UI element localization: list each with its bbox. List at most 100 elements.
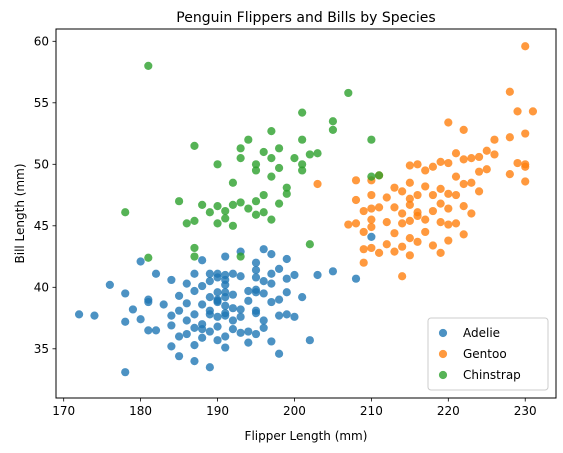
data-point — [382, 240, 391, 249]
data-point — [328, 267, 338, 276]
x-tick-label: 190 — [206, 404, 229, 418]
data-point — [128, 305, 138, 314]
data-point — [236, 328, 245, 337]
data-point — [290, 154, 299, 163]
data-point — [290, 270, 299, 280]
data-point — [444, 236, 453, 245]
data-point — [251, 160, 261, 169]
data-point — [244, 338, 253, 347]
data-point — [228, 221, 238, 230]
data-point — [236, 272, 245, 281]
data-point — [251, 306, 261, 315]
plot-frame — [55, 28, 557, 399]
data-point — [182, 329, 191, 339]
data-point — [259, 147, 268, 157]
data-point — [236, 312, 245, 321]
data-point — [451, 149, 461, 158]
data-point — [305, 240, 314, 249]
series-chinstrap — [121, 61, 384, 262]
data-point — [267, 126, 276, 136]
data-point — [213, 219, 222, 228]
data-point — [213, 160, 222, 169]
legend-marker — [438, 370, 448, 380]
x-axis-title: Flipper Length (mm) — [245, 429, 368, 443]
data-point — [298, 293, 307, 302]
data-point — [274, 264, 284, 273]
data-point — [344, 220, 353, 229]
y-axis-title: Bill Length (mm) — [13, 164, 27, 264]
data-point — [444, 204, 453, 213]
data-point — [121, 368, 130, 377]
data-point — [205, 306, 214, 315]
legend-label: Gentoo — [463, 347, 507, 361]
data-point — [436, 218, 445, 227]
data-point — [244, 135, 253, 144]
data-point — [282, 254, 291, 264]
data-point — [405, 178, 414, 187]
data-point — [467, 209, 476, 218]
data-point — [298, 166, 307, 175]
data-point — [198, 200, 207, 209]
data-point — [190, 141, 199, 150]
series-gentoo — [313, 42, 538, 281]
data-point — [398, 187, 407, 196]
data-point — [244, 296, 253, 305]
y-tick-label: 50 — [34, 157, 49, 171]
data-point — [474, 167, 484, 176]
data-point — [382, 193, 391, 202]
data-point — [236, 154, 245, 163]
data-point — [198, 256, 207, 265]
legend-marker — [438, 349, 448, 359]
data-point — [390, 203, 399, 212]
data-point — [136, 257, 145, 266]
points-layer — [74, 42, 538, 377]
data-point — [228, 290, 238, 299]
x-tick-label: 210 — [360, 404, 383, 418]
data-point — [282, 288, 291, 297]
data-point — [90, 311, 99, 320]
data-point — [74, 310, 84, 319]
data-point — [205, 327, 214, 336]
data-point — [513, 158, 522, 168]
data-point — [444, 189, 453, 198]
data-point — [428, 241, 438, 250]
data-point — [367, 204, 376, 213]
x-tick-label: 180 — [129, 404, 152, 418]
data-point — [251, 258, 261, 267]
data-point — [213, 273, 222, 282]
data-point — [198, 320, 207, 329]
data-point — [213, 336, 222, 345]
data-point — [436, 199, 445, 208]
data-point — [398, 219, 407, 228]
data-point — [359, 258, 368, 267]
data-point — [482, 165, 491, 174]
data-point — [390, 229, 399, 238]
data-point — [298, 160, 307, 169]
data-point — [205, 363, 214, 372]
data-point — [213, 297, 222, 307]
data-point — [259, 316, 268, 325]
data-point — [221, 301, 230, 310]
data-point — [190, 323, 199, 332]
data-point — [121, 317, 130, 326]
data-point — [205, 293, 214, 302]
data-point — [228, 304, 238, 313]
data-point — [244, 204, 253, 213]
data-point — [190, 357, 199, 366]
data-point — [405, 161, 414, 170]
y-tick-label: 45 — [34, 219, 49, 233]
data-point — [298, 108, 307, 117]
data-point — [221, 280, 230, 289]
data-point — [213, 202, 222, 211]
data-point — [244, 286, 253, 296]
data-point — [213, 288, 222, 297]
plot-area — [55, 28, 557, 399]
data-point — [374, 171, 384, 180]
data-point — [290, 312, 299, 321]
data-point — [144, 297, 153, 307]
data-point — [382, 218, 391, 227]
data-point — [221, 288, 230, 297]
data-point — [221, 206, 230, 216]
data-point — [244, 327, 253, 336]
data-point — [274, 311, 284, 320]
